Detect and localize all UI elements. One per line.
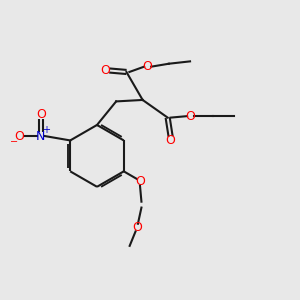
Text: O: O: [186, 110, 196, 123]
Text: O: O: [132, 221, 142, 234]
Text: O: O: [15, 130, 25, 142]
Text: N: N: [36, 130, 46, 142]
Text: O: O: [166, 134, 176, 147]
Text: O: O: [135, 175, 145, 188]
Text: +: +: [42, 124, 50, 134]
Text: O: O: [143, 60, 153, 73]
Text: O: O: [100, 64, 110, 77]
Text: O: O: [36, 108, 46, 121]
Text: −: −: [10, 137, 18, 147]
